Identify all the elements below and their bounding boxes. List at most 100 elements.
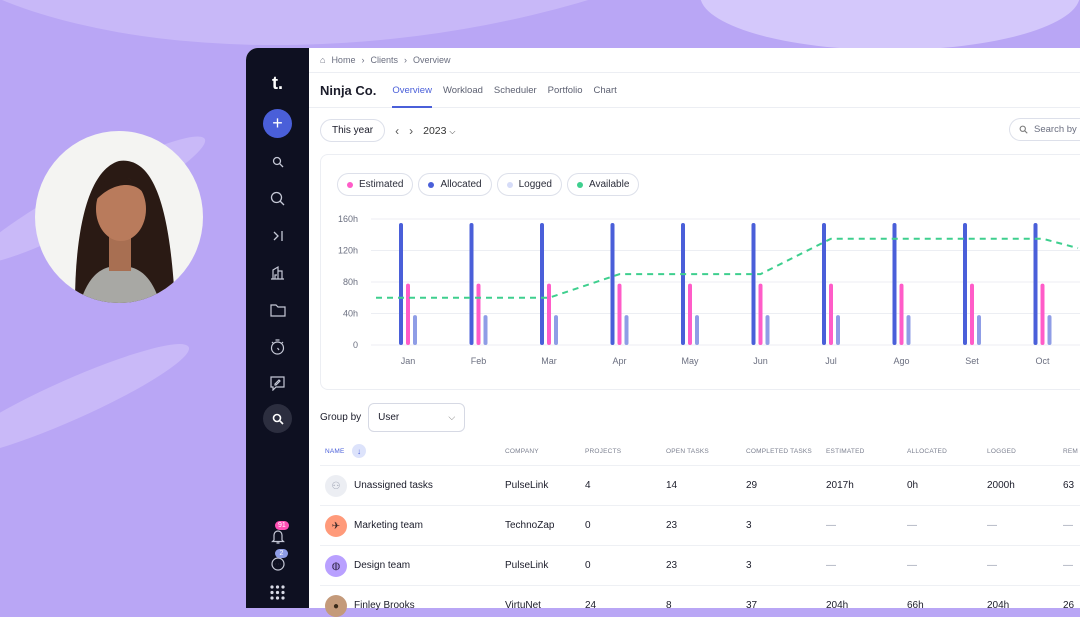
group-by-label: Group by (320, 412, 362, 423)
row-cell-estimated: 204h (826, 600, 849, 611)
row-cell-estimated: 2017h (826, 480, 854, 491)
main-content: ⌂ Home › Clients › Overview Ninja Co. Over… (309, 48, 1080, 617)
column-header-company[interactable]: COMPANY (505, 448, 539, 455)
column-header-rem[interactable]: REM (1063, 448, 1079, 455)
date-toolbar: This year ‹ › 2023 ⌵ (320, 119, 455, 142)
column-header-projects[interactable]: PROJECTS (585, 448, 622, 455)
row-cell-projects: 4 (585, 480, 591, 491)
tab-workload[interactable]: Workload (442, 84, 483, 96)
row-cell-allocated: — (907, 560, 917, 571)
next-button[interactable]: › (409, 123, 414, 138)
collapse-icon (273, 230, 283, 241)
breadcrumb-overview: Overview (412, 55, 451, 65)
sort-arrow-down-icon[interactable]: ↓ (352, 444, 366, 458)
tab-scheduler[interactable]: Scheduler (493, 84, 537, 96)
legend-label: Available (588, 179, 630, 190)
logo-text: t. (272, 73, 283, 93)
apps-button[interactable] (262, 577, 293, 608)
quick-search-button[interactable] (262, 146, 293, 177)
logged-dot (506, 181, 513, 188)
row-cell-completed-tasks: 29 (746, 480, 758, 491)
y-tick-label: 0 (353, 340, 358, 350)
year-select[interactable]: 2023 ⌵ (423, 125, 455, 137)
table-row[interactable]: ◍ Design team PulseLink 0 23 3 — — — — (320, 545, 1080, 585)
y-tick-label: 160h (338, 214, 358, 224)
chevron-right-icon: › (361, 55, 365, 65)
projects-button[interactable] (262, 294, 293, 325)
x-tick-label: Ago (893, 356, 909, 366)
legend-available[interactable]: Available (566, 173, 640, 196)
y-tick-label: 40h (343, 309, 358, 319)
row-cell-logged: — (987, 520, 997, 531)
column-header-estimated[interactable]: ESTIMATED (826, 448, 865, 455)
feedback-button[interactable] (262, 368, 293, 399)
row-cell-estimated: — (826, 520, 836, 531)
column-header-logged[interactable]: LOGGED (987, 448, 1017, 455)
expand-sidebar-button[interactable] (262, 220, 293, 251)
x-tick-label: Feb (471, 356, 487, 366)
background-shape (700, 0, 1080, 50)
clients-button[interactable] (262, 257, 293, 288)
row-cell-logged: — (987, 560, 997, 571)
table-row[interactable]: ✈ Marketing team TechnoZap 0 23 3 — — — — (320, 505, 1080, 545)
legend-label: Allocated (440, 179, 482, 190)
row-cell-projects: 0 (585, 560, 591, 571)
x-tick-label: Mar (541, 356, 557, 366)
row-cell-completed-tasks: 3 (746, 560, 752, 571)
background-streak (0, 328, 197, 472)
row-cell-allocated: 0h (907, 480, 919, 491)
x-tick-label: Oct (1035, 356, 1050, 366)
x-tick-label: Jun (753, 356, 768, 366)
row-cell-logged: 204h (987, 600, 1010, 611)
home-icon: ⌂ (320, 55, 326, 65)
row-cell-open-tasks: 23 (666, 560, 678, 571)
table-row[interactable]: ⚇ Unassigned tasks PulseLink 4 14 29 2017h 0h 20… (320, 465, 1080, 505)
column-header-open-tasks[interactable]: OPEN TASKS (666, 448, 709, 455)
search-icon (1019, 125, 1028, 134)
chat-edit-icon (270, 376, 285, 391)
table-row[interactable]: ● Finley Brooks VirtuNet 24 8 37 204h 66h 204h 26 (320, 585, 1080, 617)
legend-allocated[interactable]: Allocated (418, 173, 492, 196)
workload-chart: 0 40h 80h 120h 160h Jan Feb Mar Apr May Jun Jul Ago S… (338, 214, 1080, 366)
this-year-button[interactable]: This year (320, 119, 386, 142)
column-header-name[interactable]: NAME (325, 448, 345, 455)
add-button[interactable]: + (263, 109, 292, 138)
search-active-button[interactable] (263, 404, 292, 433)
timer-button[interactable] (262, 331, 293, 362)
column-header-completed-tasks[interactable]: COMPLETED TASKS (746, 448, 812, 455)
search-input[interactable]: Search by (1009, 118, 1080, 141)
legend-estimated[interactable]: Estimated (337, 173, 414, 196)
search-icon (272, 413, 284, 425)
grid-icon (270, 585, 285, 600)
building-icon (271, 265, 284, 280)
page-title: Ninja Co. (320, 82, 377, 98)
row-cell-completed-tasks: 3 (746, 520, 752, 531)
user-photo (35, 131, 203, 303)
app-logo: t. (262, 68, 293, 99)
previous-button[interactable]: ‹ (395, 123, 400, 138)
search-button[interactable] (262, 183, 293, 214)
palette-icon: ◍ (325, 555, 347, 577)
column-header-allocated[interactable]: ALLOCATED (907, 448, 947, 455)
tab-overview[interactable]: Overview (392, 73, 432, 108)
x-tick-label: Jul (825, 356, 837, 366)
chevron-down-icon: ⌵ (449, 126, 456, 136)
row-cell-projects: 0 (585, 520, 591, 531)
row-cell-company: PulseLink (505, 560, 549, 571)
row-cell-open-tasks: 8 (666, 600, 672, 611)
notifications-badge: 91 (275, 521, 289, 530)
row-name: Design team (354, 560, 411, 571)
breadcrumb-home[interactable]: Home (331, 55, 356, 65)
bell-icon (270, 530, 285, 544)
legend-logged[interactable]: Logged (496, 173, 562, 196)
tab-portfolio[interactable]: Portfolio (547, 84, 583, 96)
tab-chart[interactable]: Chart (593, 84, 617, 96)
breadcrumb-clients[interactable]: Clients (370, 55, 398, 65)
y-tick-label: 120h (338, 246, 358, 256)
x-tick-label: Apr (612, 356, 626, 366)
notifications-button[interactable] (262, 521, 293, 552)
group-by-select[interactable]: User ⌵ (368, 403, 466, 432)
row-cell-rem: — (1063, 520, 1073, 531)
group-by-value: User (378, 412, 400, 423)
estimated-dot (347, 181, 353, 188)
